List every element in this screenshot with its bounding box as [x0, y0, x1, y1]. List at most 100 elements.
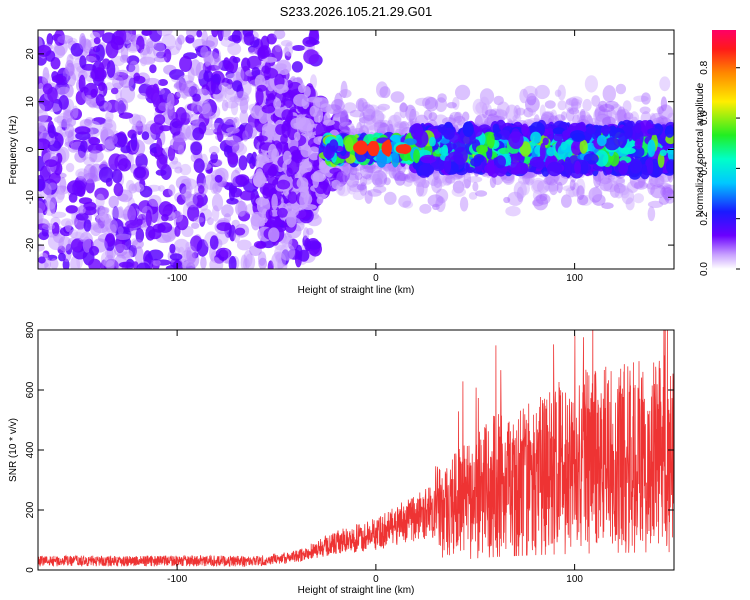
spectrogram-cell: [354, 172, 363, 181]
spectrogram-cell: [647, 139, 656, 157]
spectrogram-cell: [622, 100, 632, 113]
spectrogram-cell: [393, 111, 402, 123]
spectrogram-cell: [626, 180, 639, 193]
spectrogram-cell: [399, 102, 408, 113]
colorbar-ticks: 0.0 0.2 0.4 0.6 0.8: [699, 60, 740, 276]
spectrogram-cell: [415, 182, 425, 197]
spectrogram-cell: [391, 168, 401, 177]
spectrogram-cell: [362, 173, 373, 185]
snr-series-line: [38, 330, 674, 568]
spectrogram-cell: [306, 240, 322, 250]
spectrogram-cell: [656, 182, 672, 189]
spectrogram-cell: [152, 40, 166, 59]
spectrogram-cell: [195, 194, 204, 209]
spectrogram-cell: [209, 257, 224, 269]
spectrogram-cell: [78, 74, 86, 93]
spectrogram-cell: [338, 121, 355, 132]
spectrogram-cell: [265, 209, 273, 220]
spectrogram-cell: [98, 82, 106, 92]
spectrogram-cell: [140, 48, 147, 59]
spectrogram-cell: [593, 109, 602, 123]
spectrogram-cell: [320, 103, 332, 113]
spectrogram-cell: [468, 192, 478, 200]
spectrogram-cell: [286, 210, 297, 228]
spectrogram-cell: [222, 30, 231, 41]
spectrogram-cell: [539, 104, 546, 119]
spectrogram-cell: [533, 195, 549, 211]
spectrogram-cell: [243, 32, 255, 46]
spectrogram-cell: [667, 148, 674, 162]
spectrogram-cell: [508, 153, 525, 162]
spectrogram-cell: [495, 155, 506, 169]
spectrogram-cell: [494, 108, 505, 122]
spectrogram-cell: [543, 176, 555, 186]
spectrogram-cell: [112, 169, 123, 184]
spectrogram-cell: [88, 245, 100, 256]
spectrogram-cell: [148, 228, 162, 240]
spectrogram-cell: [556, 181, 563, 194]
spectrogram-cell: [571, 132, 586, 142]
colorbar-tick-label: 0.2: [699, 211, 710, 225]
spectrogram-cell: [435, 97, 448, 113]
spectrogram-cell: [576, 110, 591, 124]
spectrogram-cell: [198, 185, 205, 194]
spectrogram-cell: [95, 93, 105, 107]
spectrogram-cell: [503, 196, 511, 204]
spectrogram-cell: [449, 111, 462, 122]
spectrogram-cell: [584, 75, 599, 93]
spectrogram-cell: [90, 67, 107, 82]
spectrogram-cell: [603, 180, 619, 193]
spectrogram-cell: [158, 79, 168, 86]
spectrogram-cell: [362, 166, 375, 173]
spectrogram-cell: [255, 241, 267, 249]
spectrogram-cell: [479, 88, 495, 105]
spectrogram-cell: [377, 119, 391, 127]
y-tick-label: -10: [25, 190, 36, 205]
spectrogram-cell: [352, 191, 365, 201]
spectrogram-cell: [510, 160, 522, 175]
spectrogram-cell: [660, 186, 673, 198]
spectrogram-cell: [565, 186, 578, 198]
spectrogram-cell: [263, 67, 279, 79]
spectrogram-cell: [596, 115, 608, 122]
spectrogram-cell: [83, 219, 92, 232]
spectrogram-cell: [376, 150, 387, 168]
spectrogram-cell: [38, 109, 49, 123]
spectrogram-cell: [276, 207, 288, 218]
spectrogram-cell: [441, 144, 449, 157]
spectrogram-cell: [368, 171, 384, 181]
spectrogram-cell: [349, 183, 365, 193]
spectrogram-cell: [120, 145, 132, 154]
spectrogram-cell: [462, 179, 471, 189]
spectrogram-cell: [117, 158, 132, 172]
spectrogram-cell: [148, 194, 162, 207]
spectrogram-cell: [221, 204, 234, 218]
spectrogram-cell: [594, 150, 609, 167]
spectrogram-cell: [647, 200, 664, 208]
spectrogram-cell: [546, 147, 556, 157]
spectrogram-cell: [77, 205, 86, 215]
spectrogram-cell: [658, 104, 674, 120]
x-tick-label: 100: [566, 273, 583, 284]
spectrogram-cell: [633, 95, 649, 102]
spectrogram-cell: [51, 211, 67, 218]
spectrogram-cell: [179, 163, 192, 176]
spectrogram-cell: [90, 88, 98, 98]
spectrogram-cell: [560, 141, 568, 151]
spectrogram-cell: [147, 249, 164, 261]
spectrogram-cell: [234, 227, 246, 236]
spectrogram-cell: [338, 109, 350, 127]
spectrogram-cell: [240, 254, 248, 269]
spectrogram-cell: [489, 108, 501, 120]
spectrogram-cell: [377, 167, 388, 185]
spectrogram-cell: [519, 141, 531, 157]
spectrogram-cell: [462, 111, 470, 122]
spectrogram-cells: [38, 30, 674, 269]
spectrogram-cell: [550, 109, 558, 123]
spectrogram-cell: [499, 147, 510, 155]
colorbar-gradient: [712, 30, 736, 269]
spectrogram-cell: [661, 184, 673, 197]
x-tick-label: 0: [373, 273, 379, 284]
spectrogram-cell: [440, 138, 450, 144]
spectrogram-cell: [600, 125, 611, 135]
